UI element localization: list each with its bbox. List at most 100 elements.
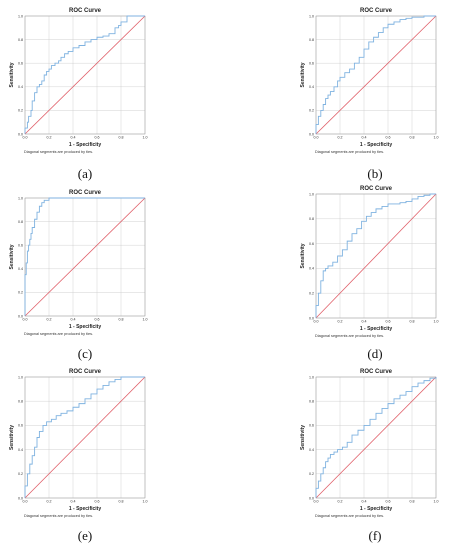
y-tick-label: 0.2 [309,292,314,296]
x-tick-label: 0.2 [338,500,343,504]
y-tick-label: 0.2 [309,472,314,476]
footnote: Diagonal segments are produced by ties. [24,514,93,518]
roc-curve [315,193,436,318]
y-tick-label: 0.2 [18,472,23,476]
footnote: Diagonal segments are produced by ties. [315,334,384,338]
x-tick-label: 1.0 [143,500,148,504]
x-tick-label: 0.0 [23,500,28,504]
reference-line [315,15,437,135]
y-tick-label: 0.8 [309,38,314,42]
plot-frame [315,193,437,319]
footnote: Diagonal segments are produced by ties. [24,332,93,336]
footnote: Diagonal segments are produced by ties. [315,514,384,518]
y-tick-label: 0.6 [18,244,23,248]
x-tick-label: 0.2 [338,320,343,324]
y-tick-label: 1.0 [18,375,23,379]
panel-label: (c) [78,346,92,361]
y-tick-label: 0.4 [18,448,23,452]
panel-label: (e) [78,528,92,543]
plot-frame [24,15,146,135]
y-tick-label: 1.0 [18,196,23,200]
y-tick-label: 0.6 [309,62,314,66]
x-axis-label: 1 - Specificity [360,326,392,332]
y-axis-label: Sensitivity [9,244,15,269]
x-tick-label: 1.0 [434,500,439,504]
y-tick-label: 0.0 [18,132,23,136]
x-axis-label: 1 - Specificity [69,506,101,512]
panel-label: (a) [78,166,92,181]
x-tick-label: 0.4 [71,318,76,322]
y-tick-label: 0.4 [18,85,23,89]
y-tick-label: 0.0 [309,316,314,320]
reference-line [24,376,146,499]
x-tick-label: 1.0 [143,318,148,322]
y-tick-label: 0.6 [18,424,23,428]
roc-curve [24,15,145,134]
x-tick-label: 0.8 [410,500,415,504]
x-tick-label: 0.2 [47,500,52,504]
x-tick-label: 0.8 [119,500,124,504]
roc-panel-3: 0.00.0 0.2 0.2 0.4 0.4 0.6 0.6 0.8 0.8 1.0 1.0 ROC … [9,190,148,361]
y-tick-label: 1.0 [309,375,314,379]
y-tick-label: 0.6 [309,242,314,246]
y-tick-label: 0.0 [18,496,23,500]
footnote: Diagonal segments are produced by ties. [315,150,384,154]
y-tick-label: 0.0 [18,314,23,318]
x-tick-label: 0.2 [47,136,52,140]
chart-title: ROC Curve [360,369,393,375]
x-tick-label: 0.8 [119,318,124,322]
x-tick-label: 0.4 [362,320,367,324]
chart-title: ROC Curve [69,190,102,196]
chart-title: ROC Curve [69,8,102,14]
x-tick-label: 0.6 [95,500,100,504]
x-tick-label: 0.0 [23,136,28,140]
y-tick-label: 1.0 [309,14,314,18]
x-tick-label: 1.0 [434,136,439,140]
x-tick-label: 0.4 [71,500,76,504]
roc-panel-2: 0.00.0 0.2 0.2 0.4 0.4 0.6 0.6 0.8 0.8 1.0 1.0 ROC … [300,8,439,181]
x-tick-label: 0.0 [23,318,28,322]
y-tick-label: 0.0 [309,132,314,136]
chart-title: ROC Curve [69,369,102,375]
panel-label: (b) [367,166,382,181]
x-tick-label: 0.8 [410,136,415,140]
roc-curve [315,15,436,134]
x-tick-label: 0.0 [314,320,319,324]
reference-line [315,193,437,319]
roc-curve [24,376,145,498]
y-tick-label: 0.4 [309,448,314,452]
y-tick-label: 0.0 [309,496,314,500]
reference-line [315,376,437,499]
x-tick-label: 0.6 [386,500,391,504]
y-axis-label: Sensitivity [300,425,306,450]
x-tick-label: 0.4 [362,136,367,140]
y-tick-label: 0.8 [309,217,314,221]
roc-panel-5: 0.00.0 0.2 0.2 0.4 0.4 0.6 0.6 0.8 0.8 1.0 1.0 ROC … [9,369,148,543]
y-axis-label: Sensitivity [300,62,306,87]
roc-panel-6: 0.00.0 0.2 0.2 0.4 0.4 0.6 0.6 0.8 0.8 1.0 1.0 ROC … [300,369,439,543]
chart-title: ROC Curve [360,8,393,14]
x-tick-label: 0.8 [410,320,415,324]
x-tick-label: 1.0 [434,320,439,324]
panel-label: (f) [369,528,382,543]
roc-panel-1: 0.00.0 0.2 0.2 0.4 0.4 0.6 0.6 0.8 0.8 1.0 1.0 ROC … [9,8,148,181]
roc-panel-4: 0.00.0 0.2 0.2 0.4 0.4 0.6 0.6 0.8 0.8 1.0 1.0 ROC … [300,186,439,361]
y-tick-label: 0.8 [309,400,314,404]
x-axis-label: 1 - Specificity [69,324,101,330]
panel-label: (d) [367,346,382,361]
x-tick-label: 0.8 [119,136,124,140]
y-tick-label: 0.8 [18,400,23,404]
y-axis-label: Sensitivity [300,243,306,268]
reference-line [24,197,146,317]
plot-frame [24,376,146,499]
roc-curve [315,377,437,498]
x-tick-label: 0.6 [386,320,391,324]
y-tick-label: 0.8 [18,38,23,42]
y-tick-label: 0.2 [18,109,23,113]
y-tick-label: 0.2 [18,291,23,295]
y-tick-label: 0.4 [309,267,314,271]
x-axis-label: 1 - Specificity [360,142,392,148]
plot-frame [315,376,437,499]
x-tick-label: 0.4 [362,500,367,504]
